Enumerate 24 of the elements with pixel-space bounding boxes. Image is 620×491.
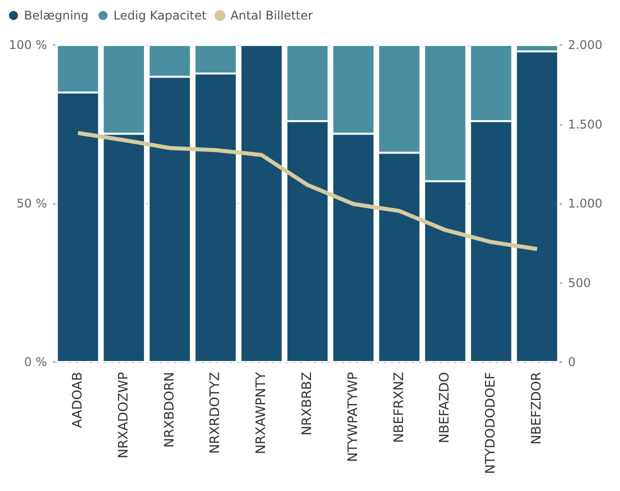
x-tick-label: NBEFRXNZ	[392, 372, 407, 443]
x-tick-label: NRXBDORN	[162, 372, 178, 448]
x-tick-label: AADOAB	[70, 372, 86, 428]
y2-tick-label: 2.000	[568, 38, 602, 52]
y2-tick-label: 1.000	[568, 196, 602, 210]
legend-label: Belægning	[24, 8, 89, 22]
bar	[240, 45, 283, 362]
x-tick-label: NBEFZDOR	[530, 372, 545, 445]
y-tick-label: 50 %	[16, 196, 47, 210]
y2-tick-label: 500	[568, 276, 591, 290]
y2-tick-label: 0	[568, 355, 576, 369]
x-tick-label: NBEFAZDO	[438, 372, 453, 444]
y2-tick-label: 1.500	[568, 117, 602, 132]
x-tick-label: NTYWPATYWP	[346, 372, 361, 462]
x-tick-label: NRXADOZWP	[116, 372, 132, 458]
x-tick-label: NTYDODODOEF	[484, 372, 499, 474]
x-tick-label: NRXRDOTYZ	[208, 372, 224, 454]
x-tick-label: NRXBRBZ	[300, 372, 315, 436]
x-tick-label: NRXAWPNTY	[254, 372, 270, 454]
legend-label: Antal Billetter	[230, 8, 313, 22]
y-tick-label: 100 %	[8, 38, 47, 52]
legend-label: Ledig Kapacitet	[114, 8, 207, 22]
y-tick-label: 0 %	[24, 355, 47, 369]
line-series	[76, 130, 540, 251]
